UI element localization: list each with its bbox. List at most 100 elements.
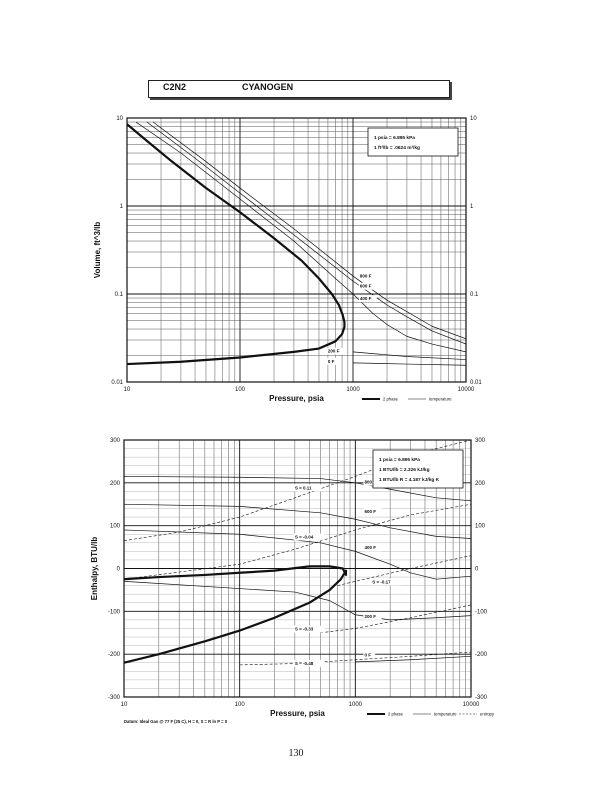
legend-label: 2 phase bbox=[388, 712, 404, 717]
annotation-bg bbox=[293, 625, 325, 633]
series-line-200-f bbox=[124, 581, 471, 621]
annotation-bg bbox=[363, 478, 382, 486]
y-tick-label-right: 0 bbox=[475, 567, 479, 573]
compound-title-box: C2N2 CYANOGEN bbox=[148, 80, 450, 98]
y-tick-label-left: -100 bbox=[108, 609, 121, 615]
x-tick-label: 10 bbox=[124, 387, 131, 393]
y-axis-label: Enthalpy, BTU/lb bbox=[90, 537, 99, 601]
annotation-bg bbox=[358, 295, 377, 303]
series-line-600-f bbox=[124, 503, 471, 539]
y-tick-label-left: 1 bbox=[120, 204, 124, 210]
y-tick-label-right: -200 bbox=[475, 652, 488, 658]
series-line-s-0-48 bbox=[239, 651, 471, 666]
conversion-box-line: 1 BTU/lb = 2.326 kJ/kg bbox=[379, 467, 430, 473]
x-tick-label: 10000 bbox=[463, 702, 480, 708]
curve-annotation-label: 0 F bbox=[364, 652, 371, 657]
legend-label: temperature bbox=[429, 397, 452, 402]
curve-annotation-label: 0 F bbox=[328, 359, 335, 364]
annotation-bg bbox=[363, 612, 382, 620]
curve-annotation-label: 400 F bbox=[360, 296, 372, 301]
y-tick-label-right: 200 bbox=[475, 481, 486, 487]
conversion-box-line: 1 psia = 6.895 kPa bbox=[379, 457, 420, 463]
x-tick-label: 100 bbox=[235, 702, 246, 708]
enthalpy-pressure-chart: 10 100 1000 10000-300-200-1000100200300-300… bbox=[90, 438, 495, 724]
y-tick-label-left: 0.01 bbox=[111, 380, 123, 386]
compound-formula: C2N2 bbox=[163, 82, 187, 92]
annotation-bg bbox=[358, 272, 377, 280]
y-tick-label-right: 0.1 bbox=[470, 292, 479, 298]
y-tick-label-right: 10 bbox=[470, 116, 477, 122]
annotation-bg bbox=[363, 544, 382, 552]
series-line-2-phase bbox=[127, 123, 346, 366]
curve-annotation-label: S = -0.17 bbox=[372, 579, 391, 584]
series-line-s-0-17 bbox=[337, 555, 471, 586]
legend-label: temperature bbox=[434, 712, 457, 717]
series-line-200-f bbox=[352, 351, 466, 360]
annotation-bg bbox=[371, 578, 403, 586]
x-tick-label: 10000 bbox=[458, 387, 475, 393]
y-tick-label-right: 100 bbox=[475, 524, 486, 530]
y-tick-label-left: 300 bbox=[110, 438, 121, 444]
annotation-bg bbox=[326, 357, 339, 365]
curve-annotation-label: 800 F bbox=[364, 480, 376, 485]
annotation-bg bbox=[363, 507, 382, 515]
plot-frame bbox=[126, 117, 467, 383]
curve-annotation-label: 600 F bbox=[360, 284, 372, 289]
plot-frame bbox=[123, 439, 472, 698]
x-tick-label: 1000 bbox=[349, 702, 363, 708]
y-tick-label-left: 200 bbox=[110, 481, 121, 487]
series-line-2-phase bbox=[124, 565, 348, 664]
y-tick-label-left: -300 bbox=[108, 695, 121, 701]
annotation-bg bbox=[293, 484, 322, 492]
legend-label: 2 phase bbox=[383, 397, 399, 402]
conversion-box-line: 1 ft³/lb = .0624 m³/kg bbox=[374, 145, 420, 151]
x-tick-label: 10 bbox=[121, 702, 128, 708]
annotation-bg bbox=[293, 659, 325, 667]
annotation-bg bbox=[363, 651, 376, 659]
curve-annotation-label: 800 F bbox=[360, 273, 372, 278]
compound-name: CYANOGEN bbox=[242, 82, 294, 92]
y-tick-label-right: -100 bbox=[475, 609, 488, 615]
y-axis-label: Volume, ft^3/lb bbox=[93, 222, 102, 279]
x-tick-label: 100 bbox=[235, 387, 246, 393]
x-axis-label: Pressure, psia bbox=[270, 709, 325, 718]
y-tick-label-left: 10 bbox=[116, 116, 123, 122]
series-line-s-0-11 bbox=[124, 440, 471, 541]
y-tick-label-right: -300 bbox=[475, 695, 488, 701]
curve-annotation-label: 200 F bbox=[328, 349, 340, 354]
y-tick-label-right: 0.01 bbox=[470, 380, 482, 386]
y-tick-label-left: -200 bbox=[108, 652, 121, 658]
series-line-s-0-04 bbox=[124, 503, 471, 580]
legend-label: entropy bbox=[480, 712, 495, 717]
conversion-box bbox=[372, 449, 464, 489]
y-tick-label-left: 100 bbox=[110, 524, 121, 530]
series-line-400-f bbox=[124, 529, 471, 580]
conversion-box bbox=[367, 127, 459, 157]
curve-annotation-label: S = -0.04 bbox=[295, 535, 314, 540]
curve-annotation-label: 400 F bbox=[364, 545, 376, 550]
x-axis-label: Pressure, psia bbox=[269, 394, 324, 403]
conversion-box-line: 1 BTU/lb R = 4.187 kJ/kg K bbox=[379, 477, 440, 483]
series-line-0-f bbox=[355, 655, 471, 663]
series-line-0-f bbox=[352, 362, 466, 366]
y-tick-label-right: 300 bbox=[475, 438, 486, 444]
curve-annotation-label: S = 0.11 bbox=[295, 485, 312, 490]
page-number: 130 bbox=[288, 748, 304, 759]
datum-footnote: Datum: Ideal Gas @ 77 F (25 C), H = 0, S… bbox=[124, 719, 228, 724]
series-line-800-f bbox=[124, 476, 471, 502]
series-line-800-f bbox=[152, 121, 466, 340]
series-line-s-0-33 bbox=[320, 604, 471, 634]
series-line-600-f bbox=[146, 121, 466, 345]
y-tick-label-right: 1 bbox=[470, 204, 474, 210]
curve-annotation-label: 600 F bbox=[364, 509, 376, 514]
annotation-bg bbox=[293, 533, 325, 541]
conversion-box-line: 1 psia = 6.895 kPa bbox=[374, 135, 415, 141]
curve-annotation-label: S = -0.48 bbox=[295, 661, 314, 666]
annotation-bg bbox=[358, 282, 377, 290]
curve-annotation-label: 200 F bbox=[364, 614, 376, 619]
y-tick-label-left: 0 bbox=[117, 567, 121, 573]
x-tick-label: 1000 bbox=[346, 387, 360, 393]
y-tick-label-left: 0.1 bbox=[115, 292, 124, 298]
